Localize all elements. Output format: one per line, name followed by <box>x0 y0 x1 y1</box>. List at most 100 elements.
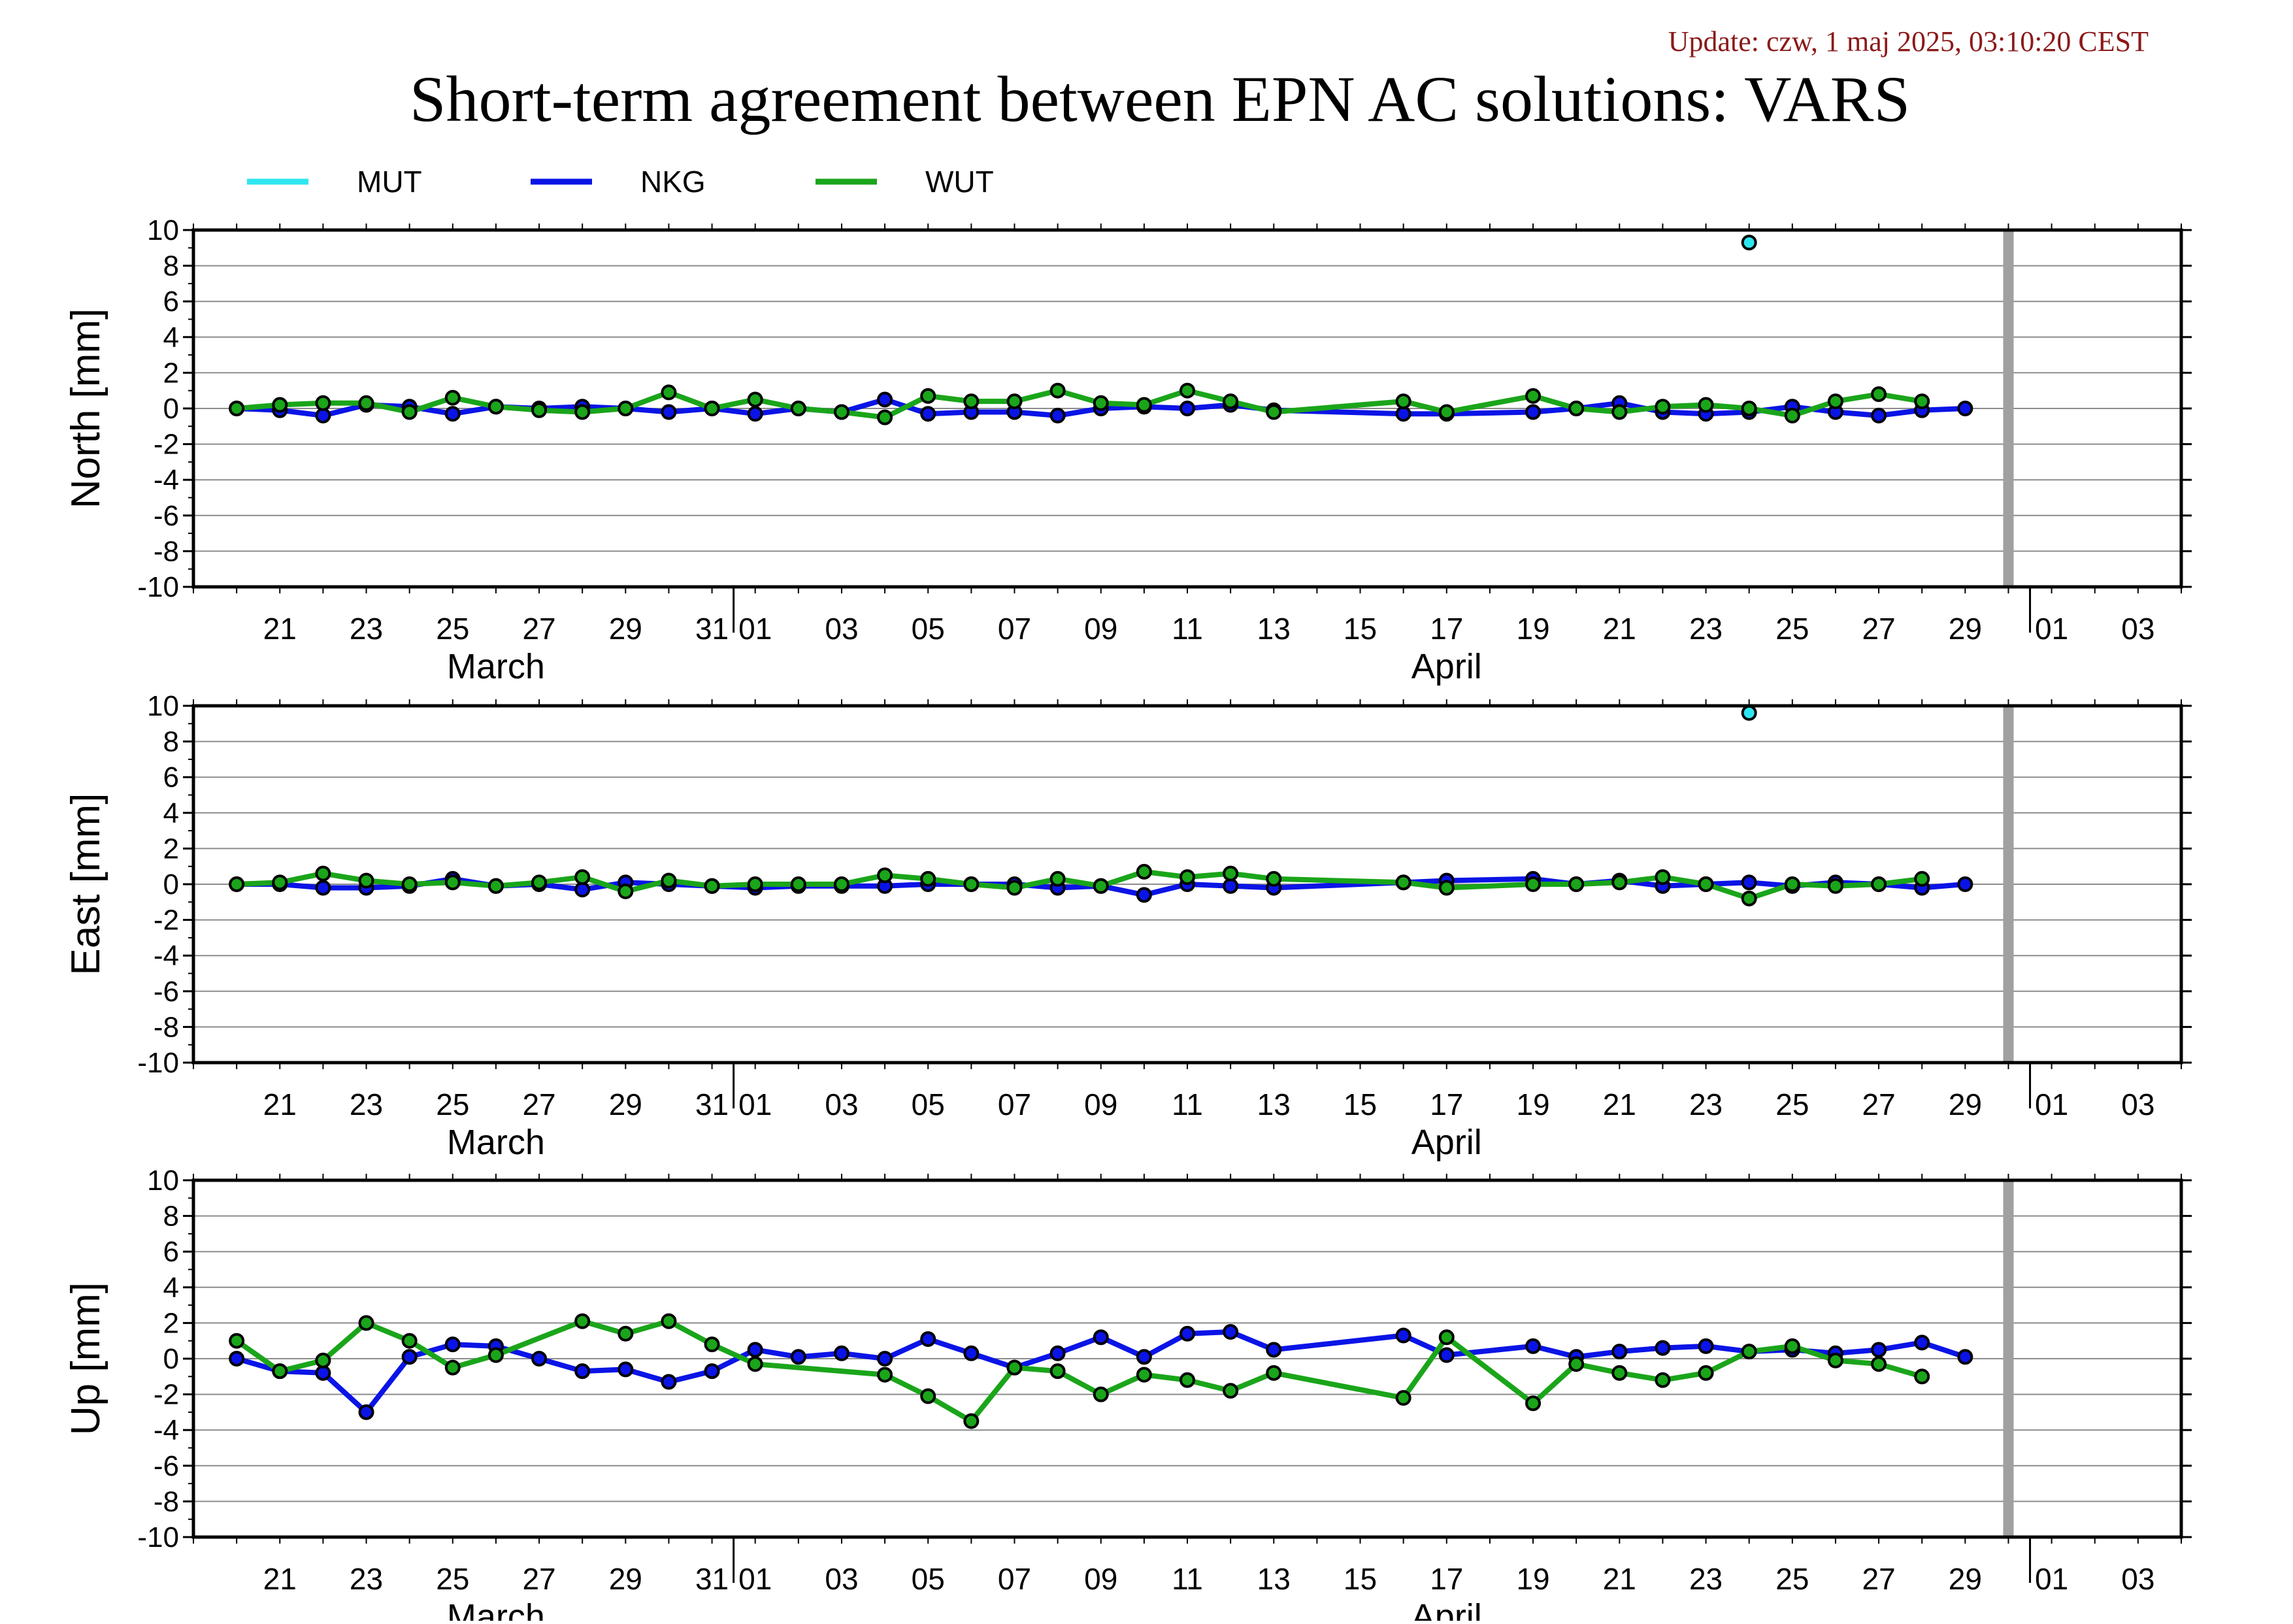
point-wut <box>574 1313 591 1329</box>
x-tick-label: 17 <box>1430 1562 1463 1596</box>
x-tick-label: 27 <box>1862 1087 1896 1121</box>
point-wut <box>1438 1329 1455 1346</box>
x-tick-label: 05 <box>912 1562 945 1596</box>
x-tick-label: 21 <box>263 1087 297 1121</box>
point-nkg <box>661 1374 677 1390</box>
point-nkg <box>574 1363 591 1380</box>
point-nkg <box>1136 1349 1152 1365</box>
point-wut <box>661 384 677 401</box>
point-wut <box>1006 1359 1023 1376</box>
point-wut <box>272 397 288 413</box>
y-tick-label: -4 <box>154 464 179 496</box>
x-tick-label: 23 <box>1689 612 1723 646</box>
point-nkg <box>1223 1324 1239 1340</box>
x-tick-label: 03 <box>825 612 858 646</box>
point-wut <box>1525 1395 1542 1412</box>
point-wut <box>920 1388 936 1404</box>
month-label-march: March <box>447 1597 545 1621</box>
y-tick-label: 4 <box>163 322 179 354</box>
month-label-march: March <box>447 647 545 686</box>
point-wut <box>704 401 720 416</box>
x-tick-label: 29 <box>1949 1087 1982 1121</box>
future-marker <box>2003 230 2014 587</box>
point-wut <box>747 1356 763 1372</box>
point-wut <box>661 1313 677 1329</box>
point-wut <box>315 865 331 882</box>
y-tick-label: 0 <box>163 869 179 901</box>
point-wut <box>1611 1365 1628 1381</box>
point-wut <box>1784 407 1800 423</box>
y-tick-label: 0 <box>163 1343 179 1375</box>
point-wut <box>704 1336 720 1353</box>
point-wut <box>1871 1356 1887 1372</box>
point-wut <box>1266 404 1282 420</box>
point-wut <box>1049 870 1066 887</box>
point-nkg <box>444 1336 461 1353</box>
x-tick-label: 23 <box>1689 1087 1723 1121</box>
point-wut <box>1698 397 1714 413</box>
point-wut <box>1223 1383 1239 1399</box>
point-wut <box>1827 1352 1843 1368</box>
x-tick-label: 23 <box>350 612 383 646</box>
x-tick-label: 01 <box>2035 1562 2068 1596</box>
x-tick-label: 01 <box>738 612 772 646</box>
point-wut <box>1179 1372 1195 1388</box>
point-wut <box>1914 393 1930 410</box>
point-wut <box>1438 880 1455 896</box>
y-tick-label: 6 <box>163 1236 179 1268</box>
legend-label-nkg: NKG <box>640 165 706 199</box>
point-nkg <box>1049 1345 1066 1361</box>
x-tick-label: 25 <box>436 1562 469 1596</box>
point-wut <box>487 878 504 894</box>
point-nkg <box>920 406 936 422</box>
point-nkg <box>1914 1334 1930 1351</box>
point-wut <box>1136 863 1152 880</box>
point-nkg <box>1525 1338 1542 1354</box>
point-nkg <box>747 1342 763 1358</box>
point-nkg <box>747 406 763 422</box>
month-label-april: April <box>1411 647 1482 686</box>
x-tick-label: 11 <box>1172 612 1203 646</box>
point-nkg <box>315 407 331 423</box>
point-nkg <box>1136 887 1152 903</box>
x-tick-label: 29 <box>1949 612 1982 646</box>
x-tick-label: 13 <box>1257 1562 1291 1596</box>
x-tick-label: 31 <box>695 1087 729 1121</box>
x-tick-label: 27 <box>1862 612 1896 646</box>
point-wut <box>1871 386 1887 403</box>
point-nkg <box>704 1363 720 1380</box>
panel-1: 10 8 6 42 0 -2-4 -6-8 -10 21 23 25 27 29 31 01 03 05 07 09… <box>63 214 2192 686</box>
point-nkg <box>1049 407 1066 423</box>
x-tick-label: 19 <box>1516 1562 1549 1596</box>
point-wut <box>1395 874 1411 891</box>
x-tick-label: 05 <box>912 1087 945 1121</box>
future-marker <box>2003 706 2014 1063</box>
point-nkg <box>920 1331 936 1347</box>
point-nkg <box>531 1351 548 1367</box>
point-wut <box>1698 1365 1714 1381</box>
x-tick-label: 03 <box>825 1562 858 1596</box>
point-wut <box>1179 382 1195 399</box>
y-tick-label: 2 <box>163 357 179 389</box>
point-wut <box>229 876 245 892</box>
point-wut <box>661 872 677 889</box>
x-tick-label: 27 <box>522 1087 555 1121</box>
panel-3: 10 86 42 0 -2-4 -6-8 -10 21 23 25 27 29 31 01 03 05 07 09… <box>63 1165 2192 1624</box>
point-nkg <box>1223 878 1239 894</box>
chart-title: Short-term agreement between EPN AC solu… <box>410 63 1910 135</box>
point-wut <box>618 883 634 899</box>
point-wut <box>574 404 591 420</box>
x-tick-label: 21 <box>1603 1562 1636 1596</box>
point-wut <box>1568 401 1585 416</box>
x-tick-label: 03 <box>825 1087 858 1121</box>
x-tick-label: 01 <box>2035 612 2068 646</box>
x-tick-label: 29 <box>1949 1562 1982 1596</box>
point-nkg <box>1871 1342 1887 1358</box>
point-wut <box>401 876 418 892</box>
point-nkg <box>1438 1347 1455 1363</box>
x-tick-label: 25 <box>436 612 469 646</box>
point-wut <box>272 1363 288 1380</box>
point-mut <box>1741 235 1757 251</box>
